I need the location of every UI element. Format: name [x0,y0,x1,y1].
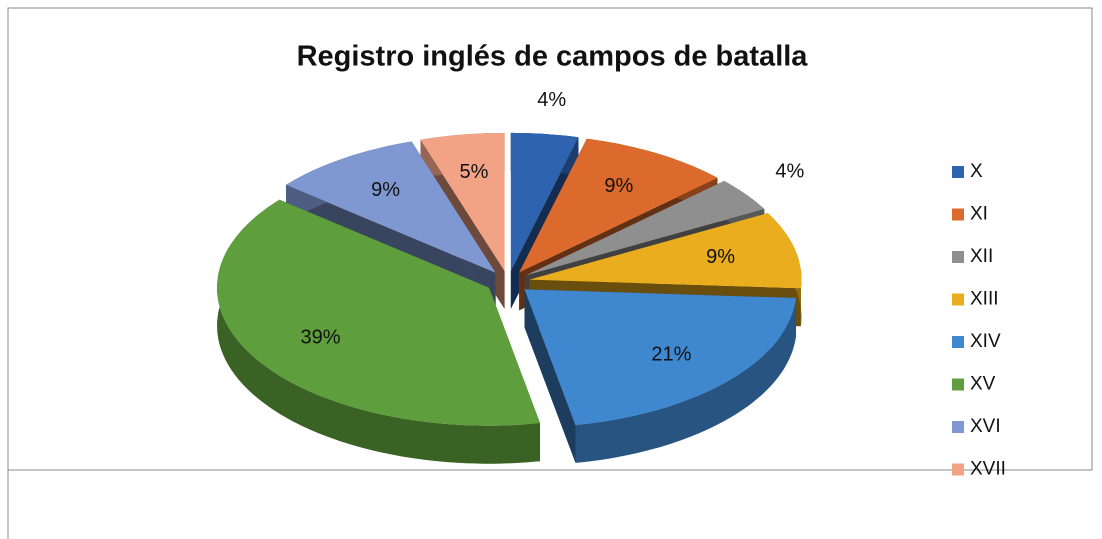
legend-swatch [952,378,964,391]
legend-swatch [952,421,964,433]
legend-label: XII [970,246,993,267]
pie-slice [524,289,796,463]
slice-top [286,141,496,273]
chart-title: Registro inglés de campos de batalla [297,41,809,73]
slice-side [575,298,796,463]
legend-label: XIV [970,331,1001,352]
slice-top [420,133,505,271]
legend-swatch [952,293,964,306]
legend-label: XVI [970,416,1001,437]
slice-top [510,132,579,271]
slice-shade [524,289,576,463]
data-label: 9% [371,179,400,201]
data-label: 4% [775,160,804,182]
pie-slice [217,199,540,464]
legend-swatch [952,208,964,221]
slice-side-shade [217,199,540,464]
data-label: 21% [651,343,691,365]
data-label: 9% [706,246,735,268]
data-label: 39% [300,327,340,349]
slice-top [529,213,802,289]
legend-swatch [952,166,964,178]
legend-label: XIII [970,289,999,310]
legend-label: XV [970,374,996,395]
slice-top [217,199,540,426]
legend-label: XI [970,204,988,225]
legend-label: X [970,161,983,182]
legend-swatch [952,463,964,476]
slice-side-shade [575,298,796,463]
slice-top [519,138,718,273]
legend-swatch [952,336,964,348]
slice-top [525,181,765,276]
data-label: 9% [604,175,633,197]
legend-swatch [952,251,964,263]
slice-top [524,289,796,425]
slice-side [217,199,540,464]
legend-label: XVII [970,459,1006,480]
data-label: 5% [459,161,488,183]
data-label: 4% [537,89,566,111]
